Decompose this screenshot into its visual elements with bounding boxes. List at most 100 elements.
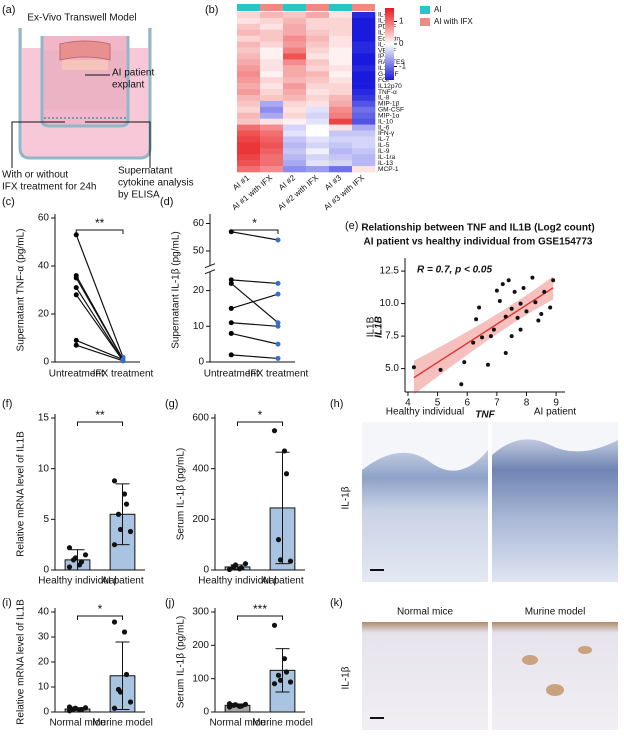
point bbox=[111, 542, 118, 548]
point bbox=[111, 705, 118, 711]
y-tick-label: 12.5 bbox=[380, 266, 400, 277]
panel-label: (b) bbox=[205, 4, 218, 16]
heatmap-cell bbox=[260, 89, 284, 96]
heatmap-cell bbox=[306, 142, 330, 149]
heatmap-cell bbox=[283, 41, 307, 48]
heatmap-cell bbox=[352, 71, 376, 78]
heatmap-cell bbox=[329, 142, 353, 149]
panel-label: (d) bbox=[160, 196, 173, 208]
x-tick-label: 4 bbox=[405, 398, 411, 409]
y-tick-label: 40 bbox=[38, 261, 50, 272]
image-title: Normal mice bbox=[397, 607, 454, 618]
point bbox=[283, 669, 290, 675]
column-label: AI #1 with IFX bbox=[230, 173, 274, 212]
panel-label: (k) bbox=[330, 597, 343, 609]
heatmap-cell bbox=[260, 41, 284, 48]
heatmap-cell bbox=[329, 124, 353, 131]
heatmap-cell bbox=[352, 12, 376, 19]
point bbox=[275, 672, 282, 678]
y-axis-label: Relative mRNA level of IL1B bbox=[16, 599, 27, 725]
y-tick-label: 5.0 bbox=[385, 363, 399, 374]
y-tick-label: 0 bbox=[203, 707, 209, 718]
heatmap-cell bbox=[260, 23, 284, 31]
y-tick-label: 400 bbox=[192, 463, 209, 474]
x-tick-label: IFX treatment bbox=[248, 369, 309, 380]
y-tick-label: 20 bbox=[38, 657, 50, 668]
heatmap-cell bbox=[260, 148, 284, 155]
x-tick-label: 9 bbox=[553, 398, 559, 409]
point bbox=[477, 305, 482, 310]
heatmap-cell bbox=[237, 47, 261, 54]
column-label: AI #2 with IFX bbox=[276, 173, 320, 212]
point bbox=[123, 671, 130, 678]
point bbox=[121, 629, 128, 635]
point bbox=[82, 705, 89, 711]
heatmap-cell bbox=[306, 100, 330, 108]
point bbox=[283, 471, 290, 477]
point bbox=[281, 656, 288, 662]
heatmap-cell bbox=[352, 94, 376, 102]
x-tick-label: Murine model bbox=[92, 718, 153, 729]
heatmap-cell bbox=[306, 35, 330, 42]
panel-label: (j) bbox=[165, 597, 175, 609]
legend-label: AI with IFX bbox=[434, 17, 473, 26]
heatmap-cell bbox=[329, 148, 353, 155]
point bbox=[542, 289, 547, 294]
point bbox=[228, 320, 234, 326]
point bbox=[275, 341, 281, 347]
point bbox=[459, 382, 464, 387]
heatmap-cell bbox=[237, 94, 261, 102]
x-tick-label: Healthy individual bbox=[38, 576, 116, 587]
row-label: IL-4 bbox=[378, 29, 390, 36]
x-tick-label: IFX treatment bbox=[93, 369, 154, 380]
caption: With or without bbox=[2, 170, 68, 181]
group-annotation bbox=[283, 4, 306, 11]
colorbar-label: 1 bbox=[399, 17, 404, 26]
heatmap-cell bbox=[237, 154, 261, 161]
heatmap-cell bbox=[329, 77, 353, 84]
heatmap-cell bbox=[329, 53, 353, 60]
y-tick-label: 60 bbox=[38, 213, 50, 224]
point bbox=[117, 689, 124, 695]
pair-line bbox=[230, 282, 279, 324]
heatmap-cell bbox=[283, 160, 307, 167]
follicle bbox=[546, 684, 564, 696]
significance-bracket bbox=[77, 421, 123, 426]
x-tick-label: 7 bbox=[494, 398, 500, 409]
y-tick-label: 100 bbox=[192, 673, 209, 684]
point bbox=[281, 448, 288, 454]
heatmap-cell bbox=[306, 148, 330, 155]
heatmap-cell bbox=[237, 100, 261, 108]
heatmap-cell bbox=[283, 29, 307, 37]
point bbox=[277, 557, 284, 563]
y-tick-label: 5 bbox=[43, 514, 49, 525]
heatmap-cell bbox=[283, 154, 307, 161]
pair-line bbox=[75, 294, 124, 362]
colorbar bbox=[385, 8, 394, 80]
heatmap-cell bbox=[260, 142, 284, 149]
heatmap-cell bbox=[283, 124, 307, 131]
point bbox=[73, 337, 79, 343]
point bbox=[238, 565, 245, 571]
heatmap-cell bbox=[283, 47, 307, 54]
y-axis-label: Relative mRNA level of IL1B bbox=[16, 431, 27, 557]
point bbox=[66, 545, 73, 551]
axis-break bbox=[205, 265, 215, 272]
heatmap-cell bbox=[260, 77, 284, 84]
heatmap-cell bbox=[283, 83, 307, 90]
row-label: IL-13 bbox=[378, 160, 393, 167]
heatmap-cell bbox=[283, 118, 307, 125]
confidence-band bbox=[413, 276, 554, 395]
x-tick-label: 6 bbox=[464, 398, 470, 409]
point bbox=[277, 677, 284, 683]
row-label: GM-CSF bbox=[378, 107, 404, 114]
y-axis-label: Serum IL-1β (pg/mL) bbox=[176, 616, 187, 708]
point bbox=[287, 679, 294, 685]
heatmap-cell bbox=[352, 136, 376, 143]
point bbox=[474, 317, 479, 322]
point bbox=[515, 315, 520, 320]
panel-label: (a) bbox=[2, 4, 15, 16]
y-tick-label: 60 bbox=[193, 218, 205, 229]
heatmap-cell bbox=[237, 23, 261, 31]
heatmap-cell bbox=[237, 160, 261, 167]
